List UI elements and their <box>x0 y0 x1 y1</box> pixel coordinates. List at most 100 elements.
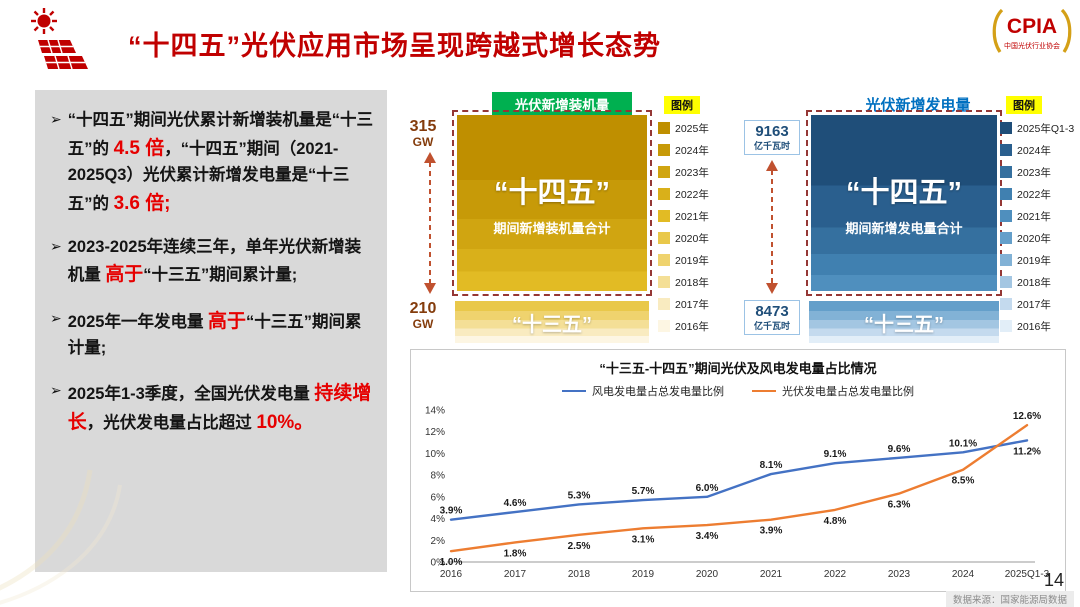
capacity-top-number: 315 <box>409 118 437 135</box>
legend-swatch <box>658 276 670 288</box>
data-point-label: 4.8% <box>824 516 847 527</box>
capacity-main-bar-sublabel: 期间新增装机量合计 <box>493 221 611 236</box>
data-point-label: 2.5% <box>568 541 591 552</box>
key-points-panel: ➢ “十四五”期间光伏累计新增装机量是“十三五”的 4.5 倍，“十四五”期间（2… <box>35 90 387 572</box>
legend-swatch <box>1000 210 1012 222</box>
legend-swatch <box>1000 188 1012 200</box>
legend-swatch <box>658 144 670 156</box>
data-point-label: 5.7% <box>632 486 655 497</box>
series-line-sample-icon <box>562 390 586 392</box>
cpia-logo: CPIA 中国光伏行业协会 <box>992 8 1072 53</box>
data-point-label: 12.6% <box>1013 411 1041 422</box>
data-point-label: 6.0% <box>696 483 719 494</box>
data-point-label: 9.6% <box>888 444 911 455</box>
generation-chart-title: 光伏新增发电量 <box>865 97 971 114</box>
capacity-main-bar-label: “十四五” <box>493 177 610 209</box>
highlighted-text: 3.6 倍; <box>113 192 171 214</box>
highlighted-text: 高于 <box>208 310 246 332</box>
capacity-bottom-value: 210 GW <box>399 300 447 332</box>
data-point-label: 1.0% <box>440 557 463 568</box>
capacity-secondary-bar: “十三五” <box>455 301 649 343</box>
generation-secondary-bar: “十三五” <box>809 301 999 343</box>
capacity-bottom-unit: GW <box>412 317 434 332</box>
legend-item: 2016年 <box>1000 315 1072 337</box>
legend-label: 2017年 <box>675 298 709 311</box>
generation-bottom-unit: 亿千瓦时 <box>753 321 790 331</box>
series-legend-item: 光伏发电量占总发电量比例 <box>752 383 914 399</box>
highlighted-text: 高于 <box>105 264 144 286</box>
series-line <box>449 424 1029 553</box>
legend-label: 2024年 <box>675 144 709 157</box>
capacity-range-arrow-icon <box>424 152 436 294</box>
bullet-text: 2025年1-3季度，全国光伏发电量 持续增长，光伏发电量占比超过 10%。 <box>68 379 374 438</box>
legend-item: 2018年 <box>658 271 730 293</box>
generation-legend: 图例 2025年Q1-3 2024年 2023年 2022年 2021年 2020年 201… <box>1000 96 1075 337</box>
legend-label: 2021年 <box>675 210 709 223</box>
bullet-marker-icon: ➢ <box>50 309 62 326</box>
generation-main-bar: “十四五” 期间新增发电量合计 <box>806 110 1002 296</box>
legend-label: 2025年 <box>675 122 709 135</box>
legend-label: 2016年 <box>1017 320 1051 333</box>
plain-text: 2025年一年发电量 <box>67 312 209 331</box>
legend-label: 2019年 <box>1017 254 1051 267</box>
legend-item: 2020年 <box>658 227 730 249</box>
legend-item: 2022年 <box>658 183 730 205</box>
legend-item: 2024年 <box>658 139 730 161</box>
legend-swatch <box>1000 320 1012 332</box>
x-tick-label: 2022 <box>824 569 847 580</box>
legend-swatch <box>658 166 670 178</box>
bullet-marker-icon: ➢ <box>50 111 62 127</box>
legend-label: 2025年Q1-3 <box>1017 122 1075 135</box>
x-tick-label: 2021 <box>760 569 783 580</box>
watermark-decoration <box>0 469 122 605</box>
capacity-legend: 图例 2025年 2024年 2023年 2022年 2021年 2020年 2019年 20… <box>658 96 730 337</box>
plain-text: ，光伏发电量占比超过 <box>86 414 257 433</box>
x-tick-label: 2020 <box>696 569 719 580</box>
data-point-label: 6.3% <box>888 500 911 511</box>
bullet-text: “十四五”期间光伏累计新增装机量是“十三五”的 4.5 倍，“十四五”期间（20… <box>68 108 374 218</box>
generation-main-bar-sublabel: 期间新增发电量合计 <box>845 221 963 236</box>
legend-item: 2023年 <box>1000 161 1072 183</box>
y-tick-label: 4% <box>431 514 446 525</box>
legend-label: 2016年 <box>675 320 709 333</box>
generation-range-arrow-icon <box>766 160 778 294</box>
data-point-label: 3.1% <box>632 534 655 545</box>
legend-label: 2017年 <box>1017 298 1051 311</box>
generation-legend-title: 图例 <box>1006 96 1042 114</box>
data-point-label: 5.3% <box>568 490 591 501</box>
x-tick-label: 2023 <box>888 569 911 580</box>
bullet-point: ➢ “十四五”期间光伏累计新增装机量是“十三五”的 4.5 倍，“十四五”期间（2… <box>50 108 374 218</box>
legend-label: 2021年 <box>1017 210 1051 223</box>
bullet-marker-icon: ➢ <box>50 237 62 254</box>
series-line <box>449 439 1029 521</box>
solar-sun-icon <box>31 8 88 70</box>
legend-label: 2024年 <box>1017 144 1051 157</box>
legend-swatch <box>658 232 670 244</box>
y-tick-label: 8% <box>431 471 446 482</box>
capacity-chart-title: 光伏新增装机量 <box>492 92 632 115</box>
legend-swatch <box>1000 298 1012 310</box>
plain-text: 2025年1-3季度，全国光伏发电量 <box>67 384 315 403</box>
y-tick-label: 2% <box>431 536 446 547</box>
legend-swatch <box>1000 166 1012 178</box>
y-tick-label: 0% <box>431 558 446 569</box>
legend-swatch <box>1000 276 1012 288</box>
ratio-chart-plot: 0% 2% 4% 6% 8% 10% 12% 14% 2016 2017 2018 2019 2020 2… <box>425 406 1050 581</box>
legend-item: 2025年Q1-3 <box>1000 117 1075 139</box>
legend-item: 2022年 <box>1000 183 1072 205</box>
legend-item: 2019年 <box>1000 249 1072 271</box>
series-legend-label: 风电发电量占总发电量比例 <box>592 386 724 398</box>
legend-item: 2019年 <box>658 249 730 271</box>
plain-text: “十三五”期间累计量; <box>143 266 298 285</box>
y-tick-label: 6% <box>431 492 446 503</box>
data-point-label: 1.8% <box>504 548 527 559</box>
x-tick-label: 2025Q1-3 <box>1005 569 1050 580</box>
legend-item: 2016年 <box>658 315 730 337</box>
legend-swatch <box>658 298 670 310</box>
x-tick-label: 2024 <box>952 569 975 580</box>
legend-item: 2023年 <box>658 161 730 183</box>
data-point-label: 3.9% <box>760 526 783 537</box>
highlighted-text: 4.5 倍 <box>113 137 165 159</box>
legend-swatch <box>1000 254 1012 266</box>
